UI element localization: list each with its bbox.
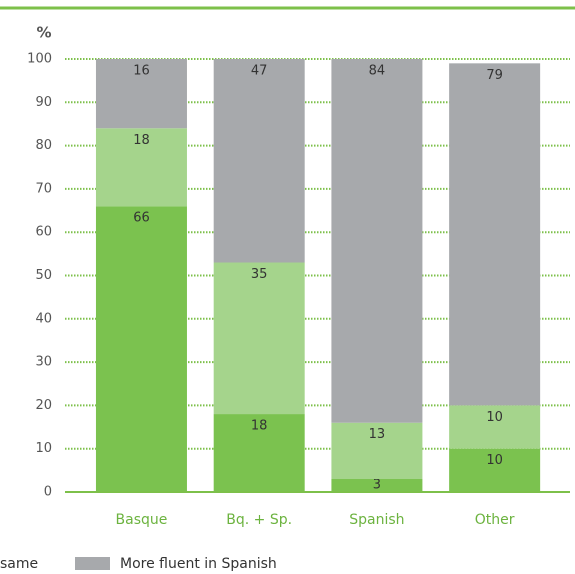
y-tick-label: 90 (35, 95, 52, 110)
y-tick-label: 60 (35, 225, 52, 240)
legend-swatch (75, 557, 110, 570)
bar-segment (95, 206, 187, 492)
bar-segment (331, 479, 423, 492)
bar-segment (331, 422, 423, 480)
data-label: 3 (373, 478, 381, 493)
data-label: 66 (133, 211, 150, 226)
data-label: 16 (133, 64, 150, 79)
y-tick-label: 50 (35, 268, 52, 283)
y-tick-label: 40 (35, 311, 52, 326)
bar-segment (213, 262, 305, 415)
bar-segment (213, 59, 305, 263)
legend-label: More fluent in Spanish (120, 556, 277, 572)
bar-segment (449, 63, 541, 406)
x-tick-label: Spanish (349, 512, 404, 528)
data-label: 10 (486, 410, 503, 425)
y-tick-label: 10 (35, 441, 52, 456)
y-tick-label: 20 (35, 398, 52, 413)
bar-segment (95, 59, 187, 129)
data-label: 18 (133, 133, 150, 148)
data-label: 10 (486, 453, 503, 468)
data-label: 84 (369, 64, 386, 79)
y-tick-label: 70 (35, 181, 52, 196)
bar-segment (331, 59, 423, 423)
bar-segment (449, 448, 541, 492)
x-tick-label: Other (475, 512, 515, 528)
bar-segment (95, 128, 187, 207)
x-tick-label: Basque (116, 512, 168, 528)
bar-segment (213, 414, 305, 492)
data-label: 18 (251, 419, 268, 434)
data-label: 35 (251, 267, 268, 282)
bar-segment (449, 405, 541, 449)
y-axis-label: % (36, 24, 51, 42)
data-label: 47 (251, 64, 268, 79)
data-label: 13 (369, 427, 386, 442)
legend-label: same (0, 556, 38, 572)
y-tick-label: 0 (44, 485, 52, 500)
y-tick-label: 30 (35, 355, 52, 370)
y-tick-label: 100 (27, 52, 52, 67)
data-label: 79 (486, 68, 503, 83)
x-tick-label: Bq. + Sp. (226, 512, 292, 528)
y-tick-label: 80 (35, 138, 52, 153)
